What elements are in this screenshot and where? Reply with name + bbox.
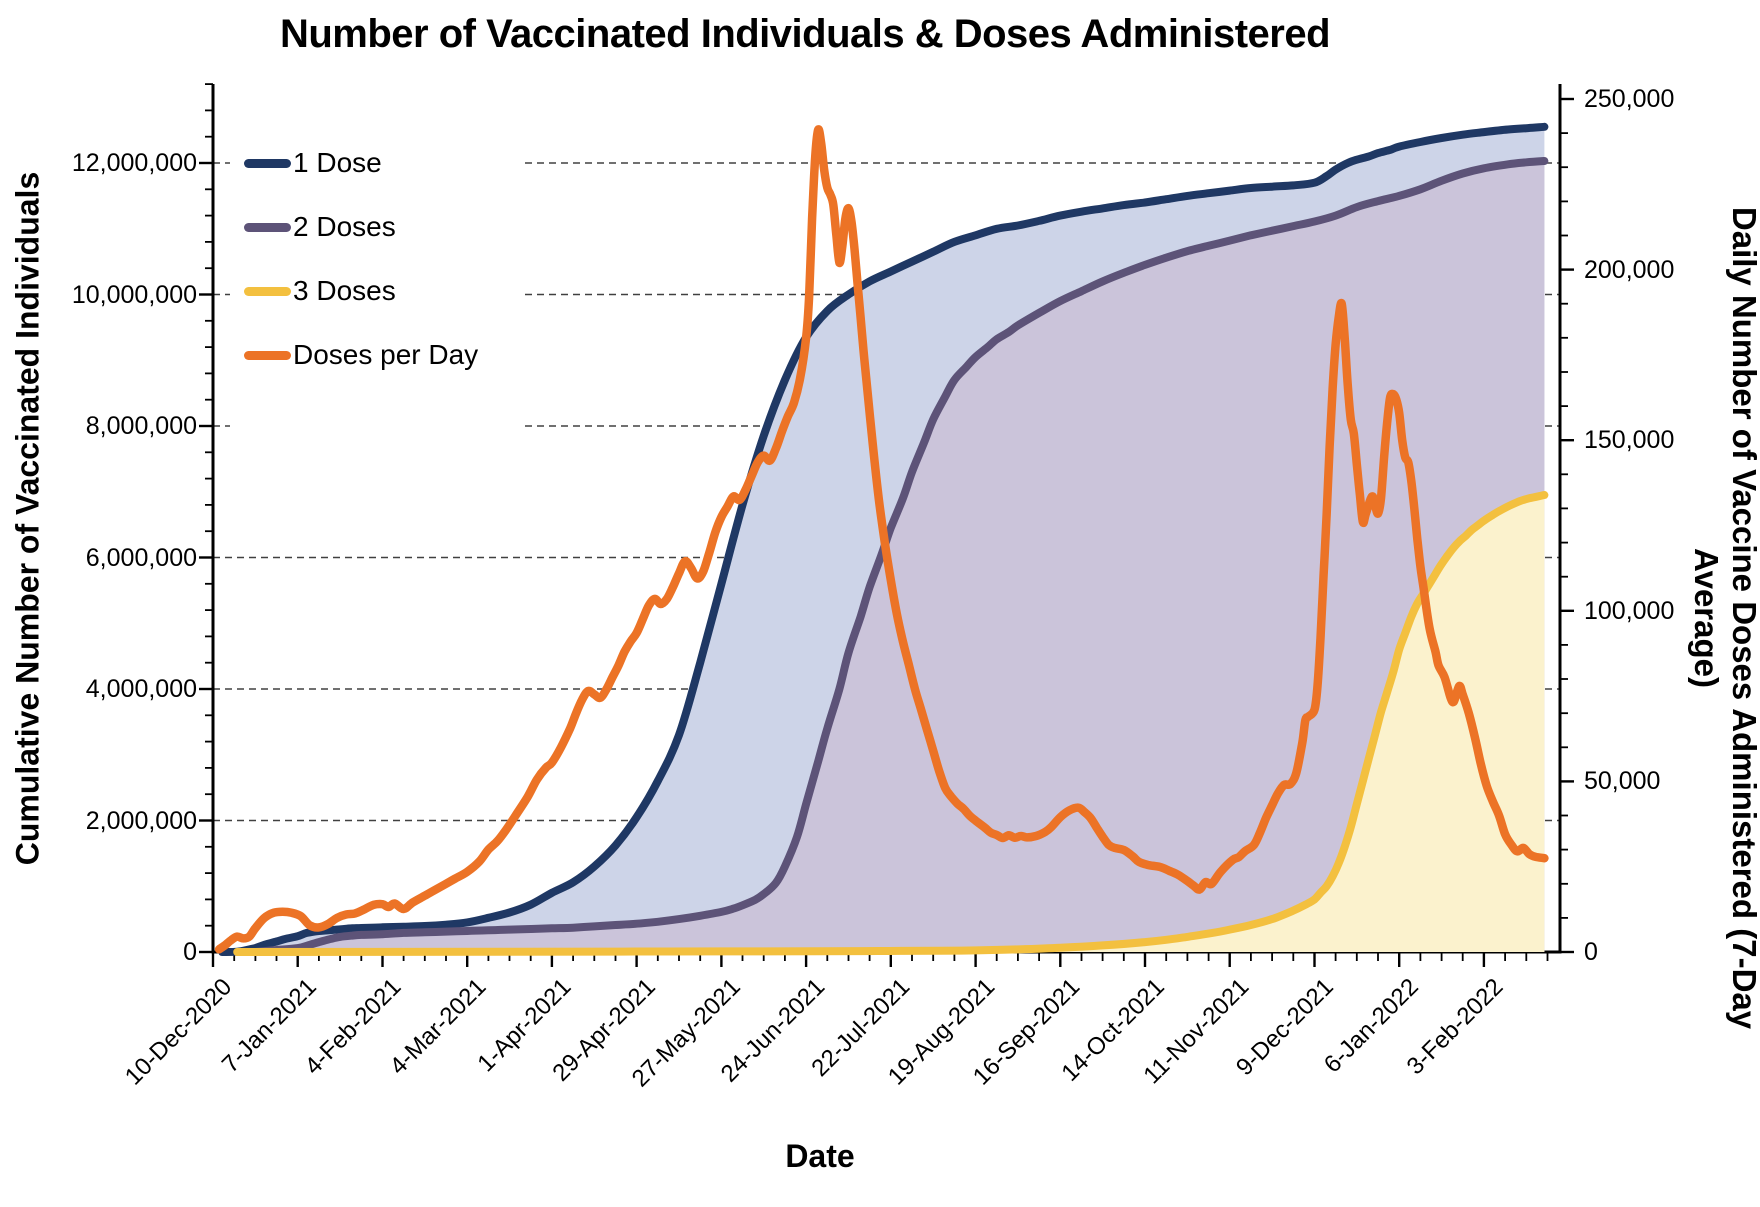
line-doses-per-day [214, 125, 1549, 954]
chart-title: Number of Vaccinated Individuals & Doses… [279, 12, 1331, 56]
legend-item-1-dose: 1 Dose [244, 146, 382, 180]
line-3-doses [233, 491, 1549, 956]
legend-color-chip [244, 158, 291, 168]
legend-color-chip [244, 286, 291, 296]
line-1-dose [218, 122, 1549, 956]
legend-item-doses-per-day: Doses per Day [244, 338, 478, 372]
y-right-tick-label: 250,000 [1584, 85, 1675, 113]
legend-label: 2 Doses [293, 211, 396, 242]
y-left-tick-label: 4,000,000 [85, 675, 197, 703]
y-right-tick-label: 200,000 [1584, 255, 1675, 284]
series-lines [214, 122, 1549, 956]
y-right-tick-label: 50,000 [1584, 767, 1661, 796]
line-2-doses [251, 157, 1549, 956]
legend-label: 1 Dose [293, 147, 382, 178]
legend-color-chip [244, 350, 291, 360]
legend-color-chip [244, 222, 291, 232]
y-left-tick-label: 8,000,000 [85, 412, 197, 440]
y-right-tick-label: 100,000 [1584, 596, 1675, 625]
legend-item-2-doses: 2 Doses [244, 210, 396, 244]
y-left-tick-label: 6,000,000 [85, 543, 197, 572]
area-2-doses [255, 161, 1545, 952]
y-right-tick-label: 0 [1584, 938, 1598, 966]
area-3-doses [237, 495, 1545, 952]
y-left-tick-label: 12,000,000 [71, 149, 197, 177]
x-axis-title: Date [785, 1138, 855, 1174]
legend: 1 Dose 2 Doses 3 Doses Doses per Day [230, 118, 522, 470]
y-right-tick-label: 150,000 [1584, 426, 1675, 455]
y-left-tick-label: 10,000,000 [71, 280, 197, 309]
y-left-tick-label: 0 [183, 938, 197, 966]
y-left-tick-label: 2,000,000 [85, 806, 197, 835]
legend-label: 3 Doses [293, 275, 396, 306]
left-axis-title: Cumulative Number of Vaccinated Individu… [9, 171, 46, 866]
right-axis-title: Daily Number of Vaccine Doses Administer… [1688, 206, 1760, 1030]
legend-item-3-doses: 3 Doses [244, 274, 396, 308]
legend-label: Doses per Day [293, 339, 479, 370]
